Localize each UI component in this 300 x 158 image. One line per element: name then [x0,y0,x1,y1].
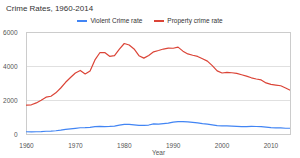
html-text:Crime Rates, 1960-2014: Crime Rates, 1960-2014 [6,4,94,13]
svg-text:6000: 6000 [3,29,18,36]
svg-text:1990: 1990 [166,142,181,149]
svg-text:Year: Year [152,149,166,156]
svg-text:2000: 2000 [215,142,230,149]
html-text:Property crime rate: Property crime rate [167,17,223,24]
svg-text:2010: 2010 [264,142,279,149]
svg-text:1960: 1960 [19,142,34,149]
svg-text:0: 0 [14,131,18,138]
html-text:Violent Crime rate: Violent Crime rate [90,17,143,24]
svg-text:2000: 2000 [3,97,18,104]
svg-text:4000: 4000 [3,63,18,70]
svg-text:1980: 1980 [117,142,132,149]
svg-text:1970: 1970 [68,142,83,149]
